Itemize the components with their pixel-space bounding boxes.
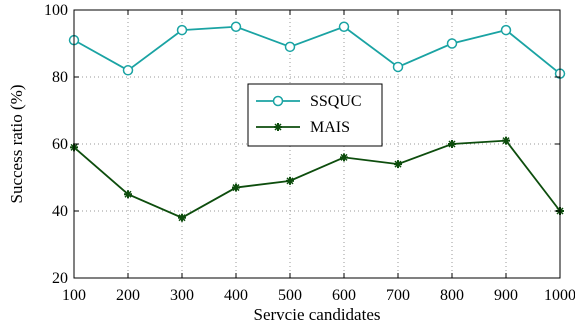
legend-marker-ssquc <box>272 95 284 107</box>
data-point-mais <box>340 153 348 162</box>
x-tick-label: 100 <box>62 287 86 304</box>
data-point-mais <box>448 140 456 148</box>
data-point-ssquc <box>446 38 458 49</box>
x-tick-label: 900 <box>494 287 518 304</box>
x-tick-label: 600 <box>332 287 356 304</box>
x-tick-label: 500 <box>278 287 302 304</box>
legend-label-mais: MAIS <box>310 119 350 136</box>
series-line-mais <box>73 139 561 219</box>
data-point-ssquc <box>176 24 188 36</box>
data-point-ssquc <box>284 41 296 53</box>
data-point-mais <box>178 213 186 222</box>
y-axis-title: Success ratio (%) <box>7 85 26 204</box>
x-tick-label: 1000 <box>544 287 575 304</box>
legend: SSQUC MAIS <box>247 83 383 147</box>
data-point-mais <box>502 136 510 145</box>
x-tick-label: 800 <box>440 287 464 304</box>
legend-box <box>247 83 383 147</box>
axis-ticks <box>73 9 561 279</box>
legend-label-ssquc: SSQUC <box>310 93 362 110</box>
data-point-mais <box>286 176 294 185</box>
x-tick-label: 200 <box>116 287 140 304</box>
x-tick-label: 400 <box>224 287 248 304</box>
y-tick-label: 80 <box>52 69 68 86</box>
y-tick-label: 60 <box>52 136 68 153</box>
data-point-ssquc <box>392 61 404 73</box>
data-point-ssquc <box>500 24 512 36</box>
legend-marker-mais <box>274 123 282 131</box>
y-tick-label: 20 <box>52 270 68 287</box>
data-point-ssquc <box>122 65 134 76</box>
x-tick-label: 700 <box>386 287 410 304</box>
y-tick-label: 100 <box>44 2 68 19</box>
series-layer <box>68 21 566 222</box>
data-point-mais <box>394 160 402 169</box>
grid-lines <box>74 10 560 278</box>
x-axis-title: Servcie candidates <box>254 305 381 324</box>
tick-labels: 100 200 300 400 500 600 700 800 900 1000 20 40 60 80 1… <box>44 2 575 304</box>
data-point-mais <box>232 183 240 192</box>
series-line-ssquc <box>73 25 561 75</box>
data-point-mais <box>124 190 132 199</box>
x-tick-label: 300 <box>170 287 194 304</box>
data-point-ssquc <box>230 21 242 32</box>
y-tick-label: 40 <box>52 203 68 220</box>
data-point-ssquc <box>338 21 350 32</box>
